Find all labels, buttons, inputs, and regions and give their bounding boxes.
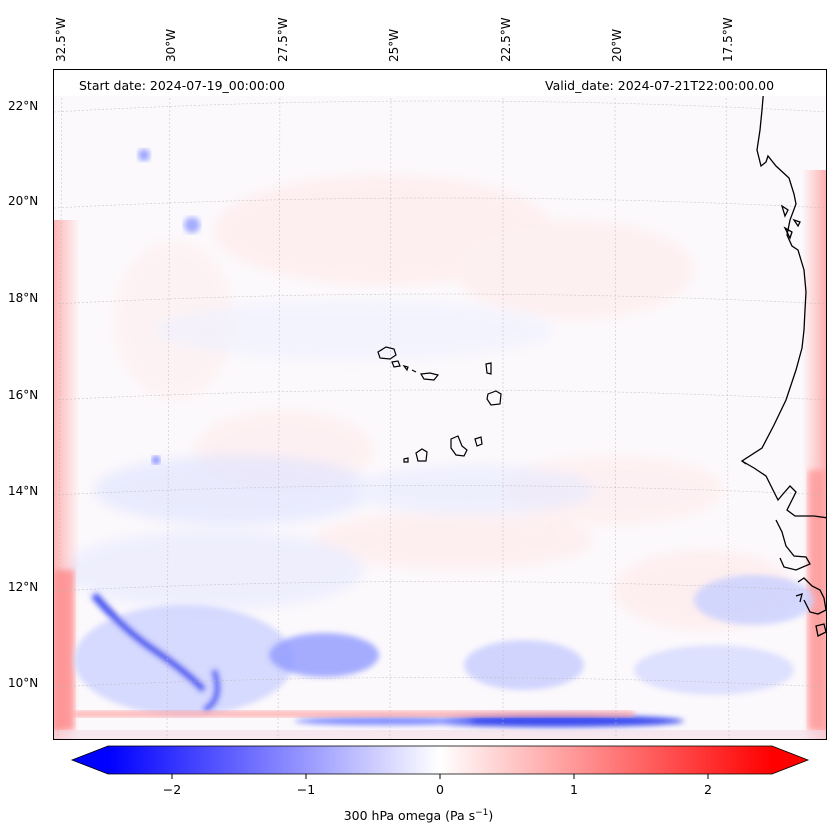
lon-label-20w: 20°W (610, 28, 624, 62)
omega-field-map (54, 70, 826, 739)
colorbar-tick-label-0: 0 (436, 782, 444, 797)
african-coastline (740, 85, 826, 637)
colorbar-tick-label-2: 2 (704, 782, 712, 797)
colorbar-tick-label-1: 1 (570, 782, 578, 797)
colorbar-label: 300 hPa omega (Pa s−1) (0, 808, 837, 823)
colorbar (70, 745, 810, 779)
valid-date-text: Valid_date: 2024-07-21T22:00:00.00 (545, 78, 775, 93)
colorbar-gradient (108, 746, 772, 774)
lat-label-22n: 22°N (8, 99, 39, 113)
colorbar-left-extension (72, 746, 108, 774)
map-panel (53, 69, 827, 740)
cape-verde-islands (377, 346, 502, 463)
lat-label-16n: 16°N (8, 388, 39, 402)
lon-label-30w: 30°W (164, 28, 178, 62)
lat-label-14n: 14°N (8, 484, 39, 498)
negative-omega-patches (64, 300, 594, 610)
lon-label-32-5w: 32.5°W (54, 17, 68, 62)
header-strip (54, 70, 826, 96)
colorbar-label-text: 300 hPa omega (Pa s (343, 808, 476, 824)
lon-label-25w: 25°W (387, 28, 401, 62)
southern-negative-omega (74, 575, 814, 727)
lon-label-27-5w: 27.5°W (276, 17, 290, 62)
lat-label-10n: 10°N (8, 676, 39, 690)
lon-label-17-5w: 17.5°W (721, 17, 735, 62)
colorbar-label-exponent: −1 (475, 808, 489, 818)
colorbar-right-extension (772, 746, 808, 774)
lat-label-12n: 12°N (8, 580, 39, 594)
southern-positive-band (74, 711, 634, 717)
start-date-text: Start date: 2024-07-19_00:00:00 (79, 78, 285, 93)
colorbar-tick-label-neg1: −1 (296, 782, 316, 797)
colorbar-label-close: ) (488, 808, 494, 824)
lat-label-18n: 18°N (8, 291, 39, 305)
colorbar-tick-label-neg2: −2 (162, 782, 182, 797)
lon-label-22-5w: 22.5°W (499, 17, 513, 62)
lat-label-20n: 20°N (8, 194, 39, 208)
